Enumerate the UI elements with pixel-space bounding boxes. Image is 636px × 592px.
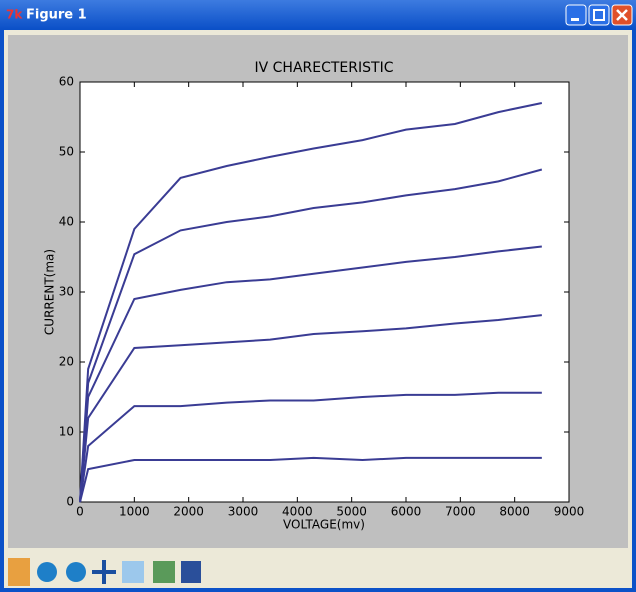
series-line [79,245,542,503]
close-glyph [616,9,628,21]
app-icon: 7k [6,8,23,22]
series-line [79,168,543,503]
home-button[interactable] [8,558,30,586]
x-tick-label: 6000 [391,505,422,519]
zoom-button[interactable] [122,561,144,583]
series-line [79,391,542,503]
y-tick-label: 10 [59,425,74,439]
x-tick-label: 4000 [282,505,313,519]
maximize-button[interactable] [588,4,610,26]
y-axis-label: CURRENT(ma) [43,249,57,335]
title-bar [0,0,636,30]
y-tick-label: 50 [59,145,74,159]
x-tick-label: 3000 [228,505,259,519]
y-tick-label: 20 [59,355,74,369]
x-tick-label: 5000 [336,505,367,519]
pan-button[interactable] [92,560,116,584]
toolbar [8,558,201,586]
minimize-button[interactable] [565,4,587,26]
series-line [79,102,543,503]
forward-button[interactable] [66,562,86,582]
minimize-glyph [571,18,579,21]
window-title: Figure 1 [26,8,87,23]
series-line [79,314,542,503]
y-tick-label: 60 [59,75,74,89]
x-tick-label: 7000 [445,505,476,519]
x-tick-label: 2000 [173,505,204,519]
maximize-glyph [593,9,605,21]
plot-area [79,81,570,503]
save-button[interactable] [181,561,201,583]
x-tick-label: 8000 [499,505,530,519]
x-tick-label: 9000 [554,505,585,519]
y-tick-label: 30 [59,285,74,299]
x-tick-label: 1000 [119,505,150,519]
y-tick-label: 0 [66,495,74,509]
subplots-button[interactable] [153,561,175,583]
x-axis-label: VOLTAGE(mv) [283,518,365,532]
y-tick-label: 40 [59,215,74,229]
x-tick-label: 0 [76,505,84,519]
chart-title: IV CHARECTERISTIC [255,60,394,76]
series-line [79,456,542,503]
back-button[interactable] [37,562,57,582]
